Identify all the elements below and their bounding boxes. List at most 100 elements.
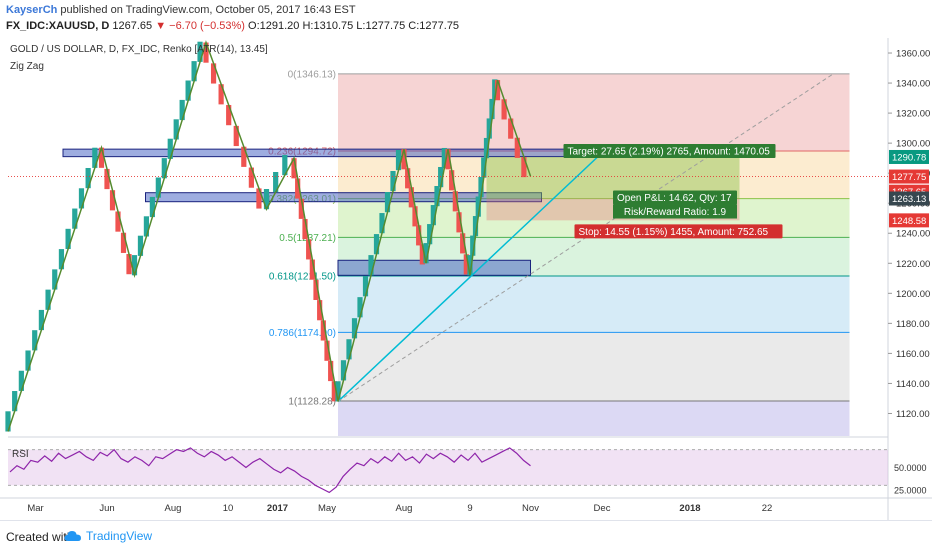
fib-band-0.236 — [338, 151, 850, 199]
down-arrow-icon: ▼ — [155, 20, 167, 32]
renko-brick — [248, 167, 254, 188]
x-tick-label: 2017 — [267, 503, 288, 514]
renko-brick — [521, 156, 527, 178]
renko-brick — [203, 42, 209, 63]
renko-brick — [357, 297, 363, 318]
renko-brick — [492, 79, 498, 100]
y-tick-label: 1140.00 — [896, 379, 930, 390]
x-tick-label: 2018 — [679, 503, 700, 514]
renko-brick — [149, 196, 155, 218]
price-chart[interactable]: 0(1346.13)0.236(1294.72)0.382(1263.01)0.… — [0, 38, 932, 520]
y-tick-label: 1300.00 — [896, 139, 930, 150]
author-link[interactable]: KayserCh — [6, 4, 58, 16]
stop-label: Stop: 14.55 (1.15%) 1455, Amount: 752.65 — [579, 227, 769, 238]
fib-band-0 — [338, 73, 850, 152]
price-tag-box — [889, 191, 929, 206]
renko-brick — [335, 381, 341, 402]
renko-brick — [155, 177, 161, 198]
zigzag-indicator-label: Zig Zag — [10, 61, 44, 72]
y-tick-label: 1360.00 — [896, 49, 930, 60]
tradingview-logo[interactable]: TradingView — [64, 529, 152, 543]
x-tick-label: Jun — [99, 503, 114, 514]
renko-brick — [430, 205, 436, 226]
symbol-label[interactable]: FX_IDC:XAUUSD, D — [6, 20, 110, 32]
y-tick-label: 1180.00 — [896, 319, 930, 330]
stop-label-box — [574, 224, 783, 239]
renko-bricks — [5, 41, 527, 432]
rsi-band — [8, 449, 888, 486]
renko-brick — [241, 146, 247, 167]
renko-brick — [478, 176, 484, 198]
trendline-1[interactable] — [337, 147, 609, 403]
fib-label-1: 1(1128.28) — [288, 397, 336, 408]
renko-brick — [351, 318, 358, 339]
renko-brick — [25, 350, 31, 371]
renko-brick — [210, 63, 217, 84]
renko-brick — [104, 168, 110, 190]
support-zone-1[interactable] — [62, 148, 625, 158]
renko-brick — [412, 206, 418, 227]
renko-brick — [233, 125, 239, 147]
renko-brick — [395, 149, 402, 171]
renko-brick — [486, 118, 492, 139]
rsi-pane[interactable]: RSI 50.0000 25.0000 — [8, 436, 927, 495]
target-label: Target: 27.65 (2.19%) 2765, Amount: 1470… — [568, 146, 771, 157]
x-tick-label: May — [318, 503, 336, 514]
renko-brick — [405, 168, 411, 189]
renko-brick — [340, 360, 347, 381]
renko-brick — [463, 254, 469, 275]
fib-label-0.786: 0.786(1174.00) — [269, 328, 336, 339]
price-axis[interactable] — [888, 38, 932, 520]
y-tick-label: 1200.00 — [896, 289, 930, 300]
renko-brick — [92, 147, 98, 168]
renko-brick — [109, 190, 116, 211]
renko-brick — [373, 234, 380, 255]
renko-brick — [472, 216, 479, 237]
support-zone-3[interactable] — [337, 259, 531, 276]
zigzag-line[interactable] — [7, 40, 532, 432]
fibonacci-retracement[interactable]: 0(1346.13)0.236(1294.72)0.382(1263.01)0.… — [268, 69, 850, 436]
renko-brick — [306, 239, 312, 260]
price-tag: 1248.58 — [892, 216, 926, 227]
renko-brick — [441, 147, 447, 169]
fib-label-0.618: 0.618(1211.50) — [269, 272, 336, 283]
rsi-line[interactable] — [9, 447, 531, 494]
renko-brick — [309, 259, 315, 280]
renko-brick — [291, 158, 297, 179]
rsi-tick-label: 25.0000 — [894, 485, 927, 495]
renko-brick — [38, 309, 44, 331]
x-tick-label: Nov — [522, 503, 539, 514]
renko-brick — [85, 167, 91, 189]
created-with-label: Created with — [6, 530, 74, 544]
renko-brick — [416, 225, 422, 246]
renko-brick — [434, 186, 440, 207]
renko-brick — [256, 188, 262, 209]
renko-brick — [328, 360, 334, 382]
renko-brick — [320, 320, 326, 341]
renko-brick — [390, 170, 396, 192]
y-tick-label: 1120.00 — [896, 409, 930, 420]
renko-brick — [143, 216, 150, 237]
fib-band-0.786 — [338, 332, 850, 402]
renko-brick — [379, 213, 385, 234]
price-change: −6.70 (−0.53%) — [169, 20, 245, 32]
renko-brick — [72, 208, 78, 229]
renko-brick — [298, 198, 304, 219]
renko-brick — [197, 41, 203, 62]
price-tag: 1263.13 — [892, 194, 926, 205]
renko-brick — [120, 232, 127, 253]
renko-brick — [218, 84, 224, 105]
renko-brick — [185, 80, 191, 101]
cloud-icon — [64, 531, 81, 541]
rsi-tick-label: 50.0000 — [894, 463, 927, 473]
renko-brick — [419, 244, 425, 265]
open-pnl-label: Open P&L: 14.62, Qty: 17 — [617, 193, 732, 204]
renko-brick — [445, 149, 451, 170]
renko-brick — [483, 137, 490, 159]
support-zone-2[interactable] — [145, 192, 542, 203]
renko-brick — [65, 228, 71, 250]
open-pnl-label-box — [613, 190, 737, 205]
renko-brick — [179, 99, 185, 121]
renko-brick — [331, 381, 337, 402]
y-tick-label: 1340.00 — [896, 79, 930, 90]
